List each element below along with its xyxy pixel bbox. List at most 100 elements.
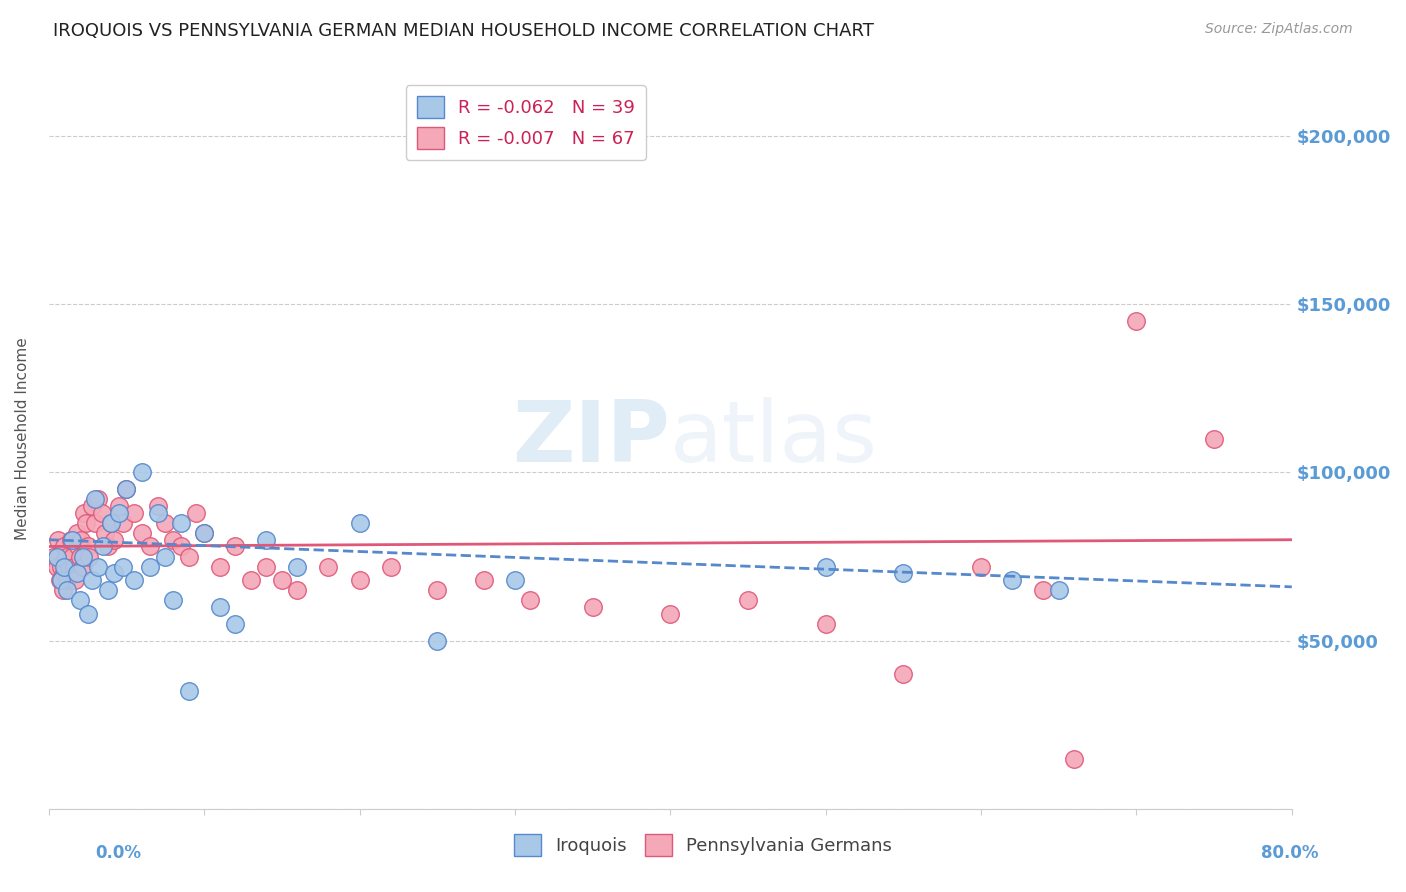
Point xyxy=(146,499,169,513)
Point xyxy=(103,533,125,547)
Point xyxy=(84,492,107,507)
Text: IROQUOIS VS PENNSYLVANIA GERMAN MEDIAN HOUSEHOLD INCOME CORRELATION CHART: IROQUOIS VS PENNSYLVANIA GERMAN MEDIAN H… xyxy=(53,22,875,40)
Point xyxy=(72,549,94,564)
Point xyxy=(84,516,107,530)
Point xyxy=(56,583,79,598)
Point xyxy=(45,549,67,564)
Point xyxy=(72,559,94,574)
Point xyxy=(67,540,90,554)
Point xyxy=(103,566,125,581)
Point xyxy=(814,616,837,631)
Point xyxy=(239,573,262,587)
Point xyxy=(139,559,162,574)
Point xyxy=(254,559,277,574)
Point xyxy=(76,540,98,554)
Point xyxy=(426,583,449,598)
Point xyxy=(1202,432,1225,446)
Point xyxy=(254,533,277,547)
Point xyxy=(58,559,80,574)
Point xyxy=(53,559,76,574)
Point xyxy=(52,583,75,598)
Point xyxy=(62,559,84,574)
Point xyxy=(66,566,89,581)
Point xyxy=(270,573,292,587)
Text: 0.0%: 0.0% xyxy=(96,844,142,862)
Point xyxy=(737,593,759,607)
Point xyxy=(66,526,89,541)
Y-axis label: Median Household Income: Median Household Income xyxy=(15,337,30,541)
Point xyxy=(93,526,115,541)
Point xyxy=(53,540,76,554)
Point xyxy=(193,526,215,541)
Point xyxy=(100,516,122,530)
Point xyxy=(472,573,495,587)
Point xyxy=(285,559,308,574)
Point xyxy=(73,506,96,520)
Point xyxy=(170,516,193,530)
Point xyxy=(224,540,246,554)
Point xyxy=(131,526,153,541)
Point xyxy=(891,566,914,581)
Legend: R = -0.062   N = 39, R = -0.007   N = 67: R = -0.062 N = 39, R = -0.007 N = 67 xyxy=(406,85,645,160)
Point xyxy=(69,593,91,607)
Point xyxy=(60,549,83,564)
Point xyxy=(162,593,184,607)
Point xyxy=(56,573,79,587)
Point xyxy=(69,549,91,564)
Point xyxy=(581,600,603,615)
Point xyxy=(131,466,153,480)
Point xyxy=(285,583,308,598)
Point xyxy=(177,684,200,698)
Point xyxy=(115,482,138,496)
Point xyxy=(503,573,526,587)
Point xyxy=(122,573,145,587)
Point xyxy=(155,516,177,530)
Point xyxy=(208,559,231,574)
Point xyxy=(60,533,83,547)
Point xyxy=(82,573,104,587)
Point xyxy=(97,583,120,598)
Point xyxy=(53,566,76,581)
Point xyxy=(170,540,193,554)
Point xyxy=(659,607,682,621)
Point xyxy=(90,506,112,520)
Point xyxy=(155,549,177,564)
Point xyxy=(55,549,77,564)
Point xyxy=(91,540,114,554)
Point xyxy=(51,559,73,574)
Point xyxy=(46,533,69,547)
Point xyxy=(139,540,162,554)
Point xyxy=(1047,583,1070,598)
Point xyxy=(77,549,100,564)
Point xyxy=(42,549,65,564)
Point xyxy=(349,573,371,587)
Point xyxy=(76,607,98,621)
Point xyxy=(186,506,208,520)
Point xyxy=(318,559,340,574)
Point xyxy=(891,667,914,681)
Point xyxy=(75,516,97,530)
Point xyxy=(1125,314,1147,328)
Point xyxy=(349,516,371,530)
Point xyxy=(208,600,231,615)
Point xyxy=(193,526,215,541)
Point xyxy=(51,573,73,587)
Point xyxy=(1032,583,1054,598)
Point xyxy=(63,573,86,587)
Point xyxy=(45,559,67,574)
Point xyxy=(814,559,837,574)
Point xyxy=(112,516,135,530)
Point xyxy=(177,549,200,564)
Text: Source: ZipAtlas.com: Source: ZipAtlas.com xyxy=(1205,22,1353,37)
Text: atlas: atlas xyxy=(671,397,879,480)
Point xyxy=(70,533,93,547)
Point xyxy=(146,506,169,520)
Point xyxy=(122,506,145,520)
Point xyxy=(48,573,70,587)
Point xyxy=(1001,573,1024,587)
Point xyxy=(224,616,246,631)
Legend: Iroquois, Pennsylvania Germans: Iroquois, Pennsylvania Germans xyxy=(506,827,900,863)
Point xyxy=(100,516,122,530)
Point xyxy=(97,540,120,554)
Point xyxy=(107,499,129,513)
